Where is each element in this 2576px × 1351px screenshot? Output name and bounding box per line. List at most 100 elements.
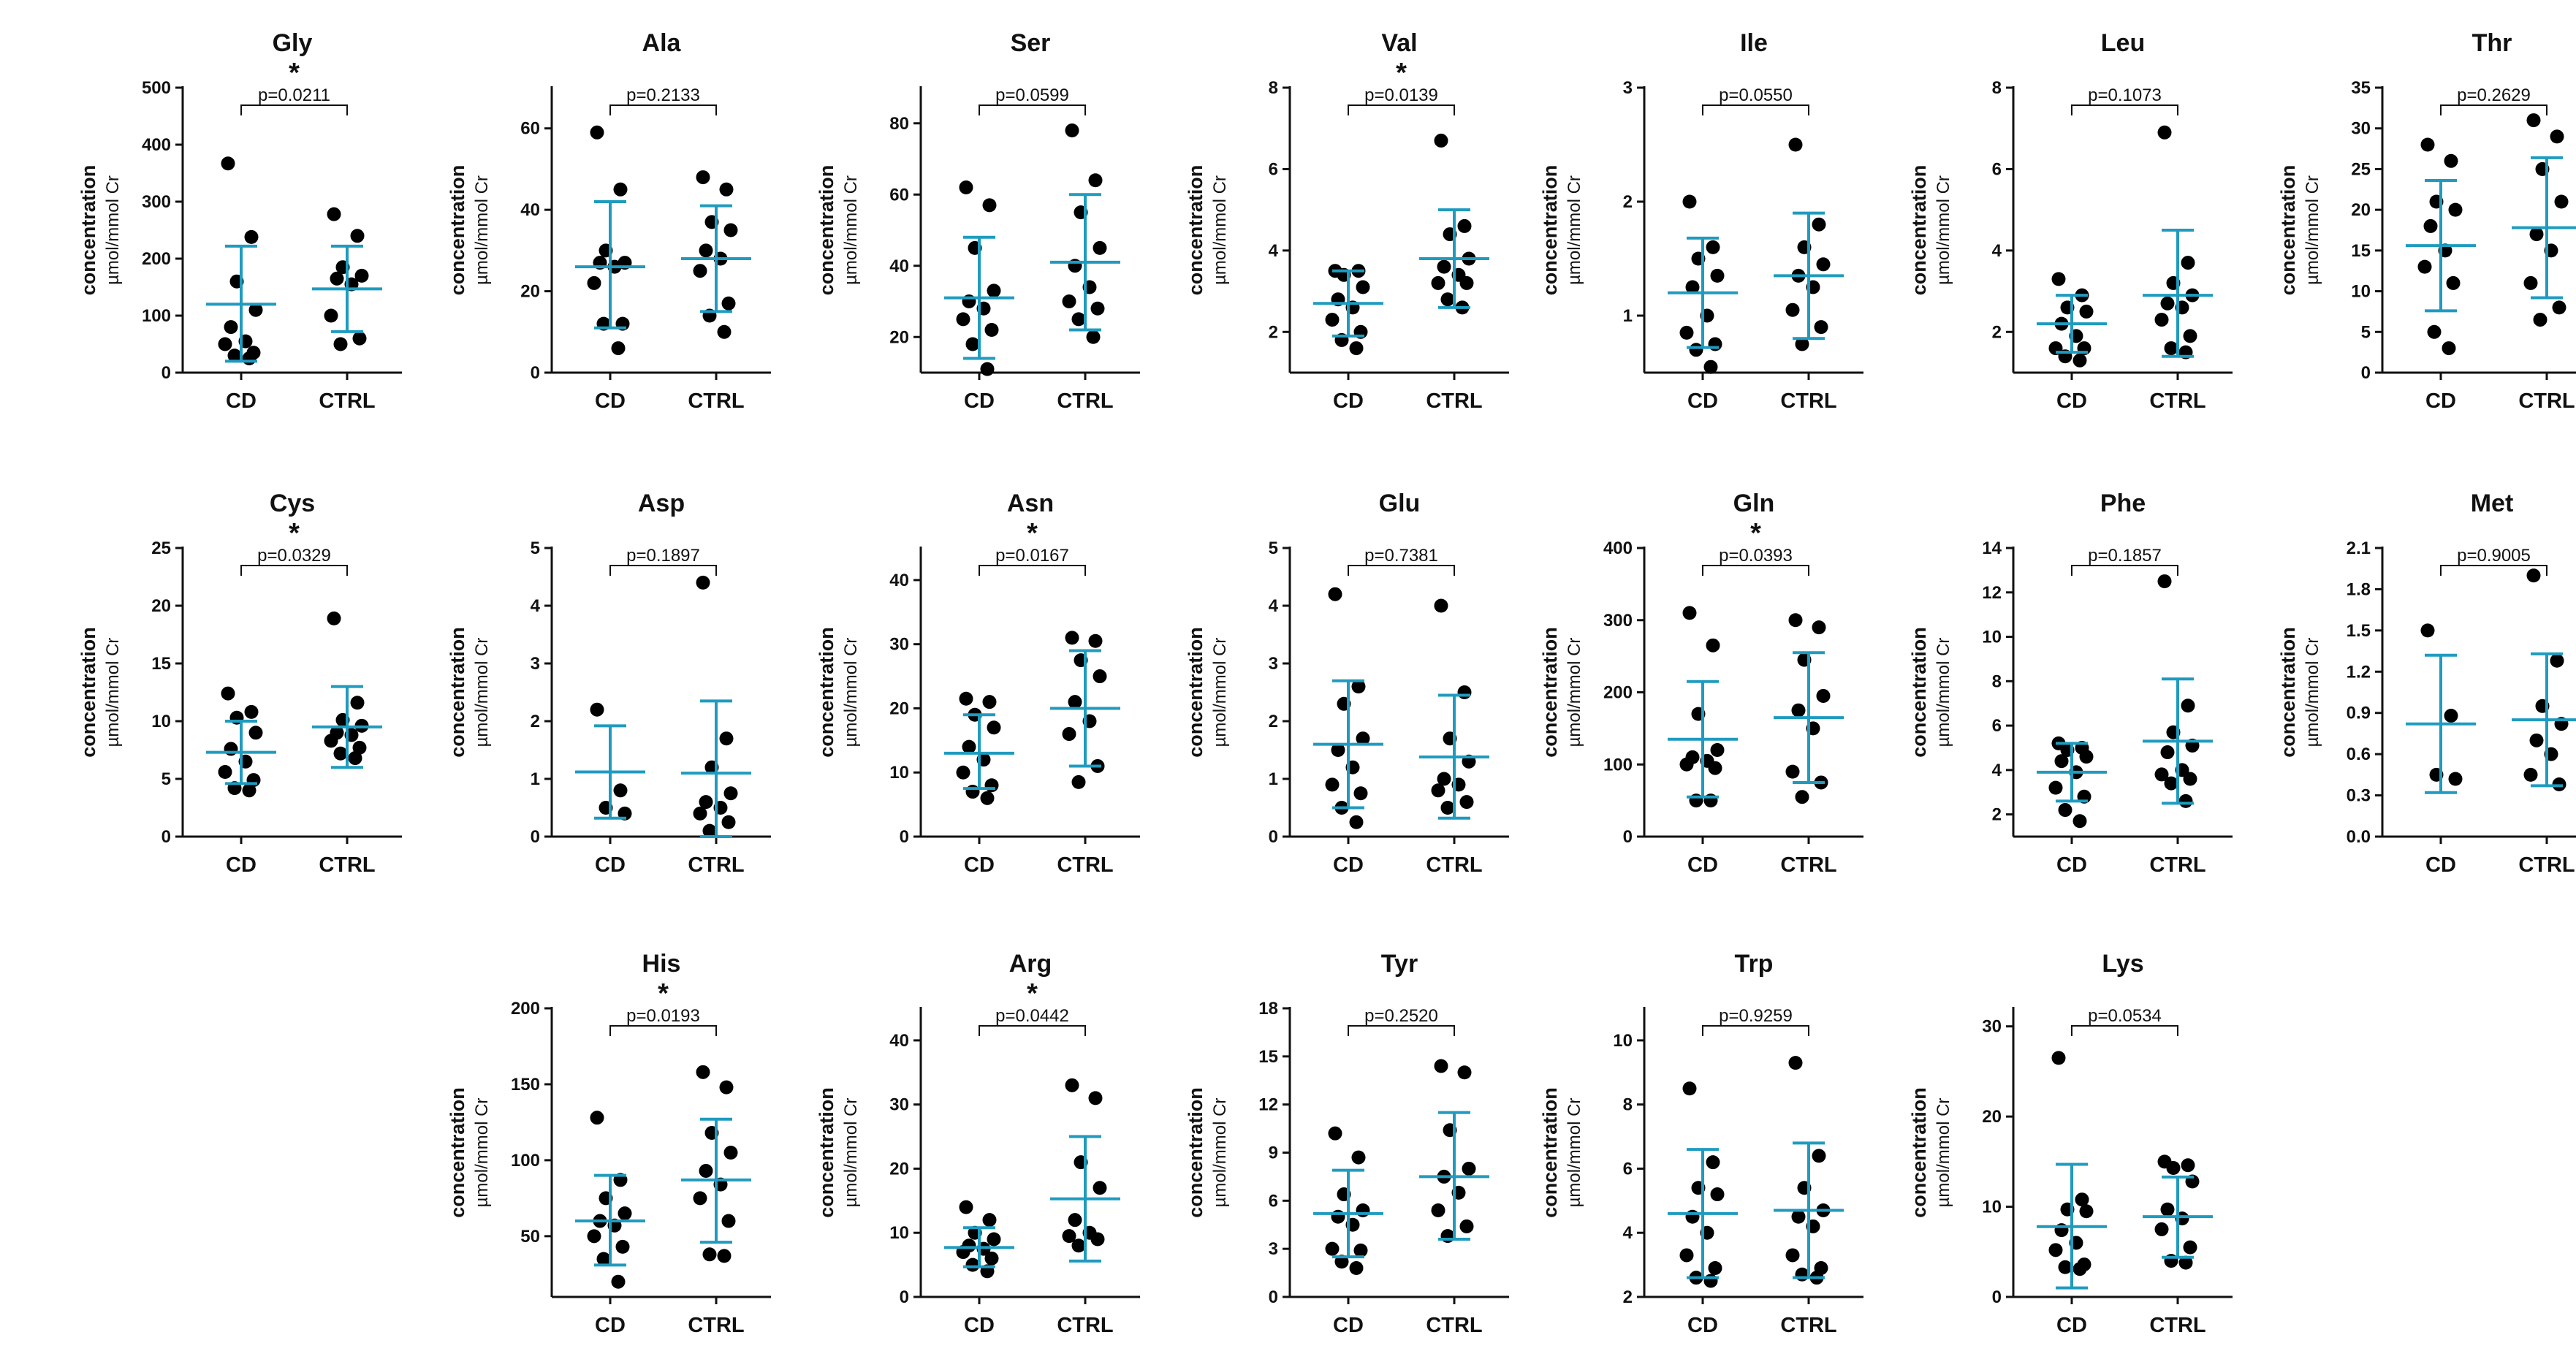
panel-title: Leu <box>2101 29 2145 57</box>
y-tick-label: 2 <box>1623 192 1633 212</box>
panel-title: Phe <box>2100 490 2146 517</box>
comparison-bracket <box>2071 565 2178 576</box>
data-point-cd <box>984 323 999 337</box>
y-tick-label: 50 <box>520 1227 540 1247</box>
data-point-ctrl <box>693 806 707 821</box>
y-axis-label: concentration <box>816 165 837 296</box>
data-point-cd <box>242 783 257 798</box>
y-tick-label: 10 <box>889 763 909 783</box>
data-point-ctrl <box>1791 703 1806 718</box>
y-tick-label: 0.3 <box>2347 786 2371 806</box>
p-value: p=0.0139 <box>1364 85 1438 105</box>
data-point-cd <box>959 691 973 706</box>
data-point-cd <box>1682 606 1697 620</box>
data-point-ctrl <box>1065 1078 1079 1092</box>
data-point-cd <box>218 765 232 780</box>
data-point-ctrl <box>696 575 710 590</box>
category-label-ctrl: CTRL <box>688 853 744 877</box>
comparison-bracket <box>1702 1025 1809 1036</box>
data-point-ctrl <box>2164 776 2178 791</box>
data-point-ctrl <box>702 1247 717 1262</box>
y-tick-label: 30 <box>1982 1017 2002 1037</box>
data-point-cd <box>2075 1192 2089 1207</box>
data-point-ctrl <box>324 734 338 748</box>
significance-marker: * <box>1750 518 1761 549</box>
panel-asp: Asp concentration µmol/mmol Cr 0 1 2 3 4 5 CD CTRL… <box>447 490 771 877</box>
y-tick-label: 60 <box>520 119 540 139</box>
data-point-ctrl <box>2550 129 2564 144</box>
comparison-bracket <box>240 104 348 115</box>
data-point-cd <box>611 1274 626 1289</box>
category-label-cd: CD <box>1333 389 1364 413</box>
data-point-cd <box>615 1239 630 1254</box>
comparison-bracket <box>2440 565 2547 576</box>
data-point-ctrl <box>1068 1213 1082 1228</box>
panel-ser: Ser concentration µmol/mmol Cr 20 40 60 80 CD CT… <box>816 29 1140 413</box>
data-point-ctrl <box>717 1249 732 1263</box>
data-point-cd <box>1325 777 1340 792</box>
y-tick-label: 10 <box>1613 1031 1633 1051</box>
category-label-cd: CD <box>226 853 257 877</box>
y-axis-label: concentration <box>77 165 99 296</box>
data-point-cd <box>221 156 235 171</box>
data-point-cd <box>1331 743 1345 757</box>
data-point-ctrl <box>717 324 732 339</box>
y-tick-label: 200 <box>142 249 171 269</box>
data-point-cd <box>227 349 242 363</box>
data-point-ctrl <box>699 243 713 258</box>
data-point-ctrl <box>2154 313 2169 327</box>
y-axis-unit: µmol/mmol Cr <box>2303 638 2322 747</box>
y-tick-label: 0 <box>1269 827 1278 847</box>
panel-met: Met concentration µmol/mmol Cr 0.0 0.3 0.6 0.9… <box>2277 490 2576 877</box>
y-tick-label: 2 <box>531 712 540 731</box>
data-point-cd <box>1349 341 1364 356</box>
data-point-ctrl <box>1457 1065 1472 1080</box>
data-point-cd <box>1706 1155 1720 1170</box>
data-point-ctrl <box>693 264 707 278</box>
category-label-ctrl: CTRL <box>319 389 375 413</box>
data-point-ctrl <box>1812 217 1826 232</box>
y-tick-label: 15 <box>2351 241 2371 261</box>
significance-marker: * <box>1027 518 1038 549</box>
y-tick-label: 1.8 <box>2347 579 2371 599</box>
y-axis-label: concentration <box>1539 627 1561 758</box>
data-point-cd <box>242 351 257 365</box>
data-point-ctrl <box>1062 1229 1076 1244</box>
data-point-cd <box>2417 259 2432 274</box>
data-point-ctrl <box>721 296 736 311</box>
data-point-ctrl <box>2157 574 2172 589</box>
panel-tyr: Tyr concentration µmol/mmol Cr 0 3 6 9 12 15 18 CD… <box>1185 950 1509 1337</box>
data-point-ctrl <box>1459 795 1474 810</box>
y-tick-label: 40 <box>520 200 540 220</box>
y-tick-label: 100 <box>142 306 171 326</box>
data-point-ctrl <box>1788 1056 1803 1070</box>
y-tick-label: 2.1 <box>2347 539 2371 558</box>
y-tick-label: 10 <box>889 1223 909 1243</box>
y-tick-label: 150 <box>511 1075 540 1095</box>
data-point-ctrl <box>2157 125 2172 140</box>
data-point-ctrl <box>721 1214 736 1228</box>
panel-title: Gly <box>273 29 313 57</box>
data-point-ctrl <box>2526 568 2541 583</box>
y-tick-label: 40 <box>889 256 909 276</box>
data-point-ctrl <box>1440 801 1455 815</box>
panel-gly: Gly concentration µmol/mmol Cr 0 100 200 300 40… <box>77 29 402 413</box>
category-label-ctrl: CTRL <box>688 389 744 413</box>
panel-title: Val <box>1381 29 1417 57</box>
data-point-cd <box>587 1229 601 1244</box>
data-point-ctrl <box>1088 1091 1103 1105</box>
data-point-cd <box>987 283 1001 298</box>
panel-title: Gln <box>1733 490 1775 517</box>
data-point-cd <box>959 180 973 194</box>
y-tick-label: 35 <box>2351 78 2371 98</box>
data-point-cd <box>1682 1081 1697 1096</box>
category-label-cd: CD <box>2056 389 2087 413</box>
data-point-ctrl <box>1785 764 1800 779</box>
y-axis-unit: µmol/mmol Cr <box>2303 175 2322 285</box>
y-tick-label: 14 <box>1982 539 2002 558</box>
category-label-ctrl: CTRL <box>2149 1314 2205 1337</box>
panel-title: Ser <box>1011 29 1051 57</box>
y-axis-unit: µmol/mmol Cr <box>1934 638 1953 747</box>
data-point-ctrl <box>1088 173 1103 188</box>
data-point-cd <box>1349 1261 1364 1275</box>
